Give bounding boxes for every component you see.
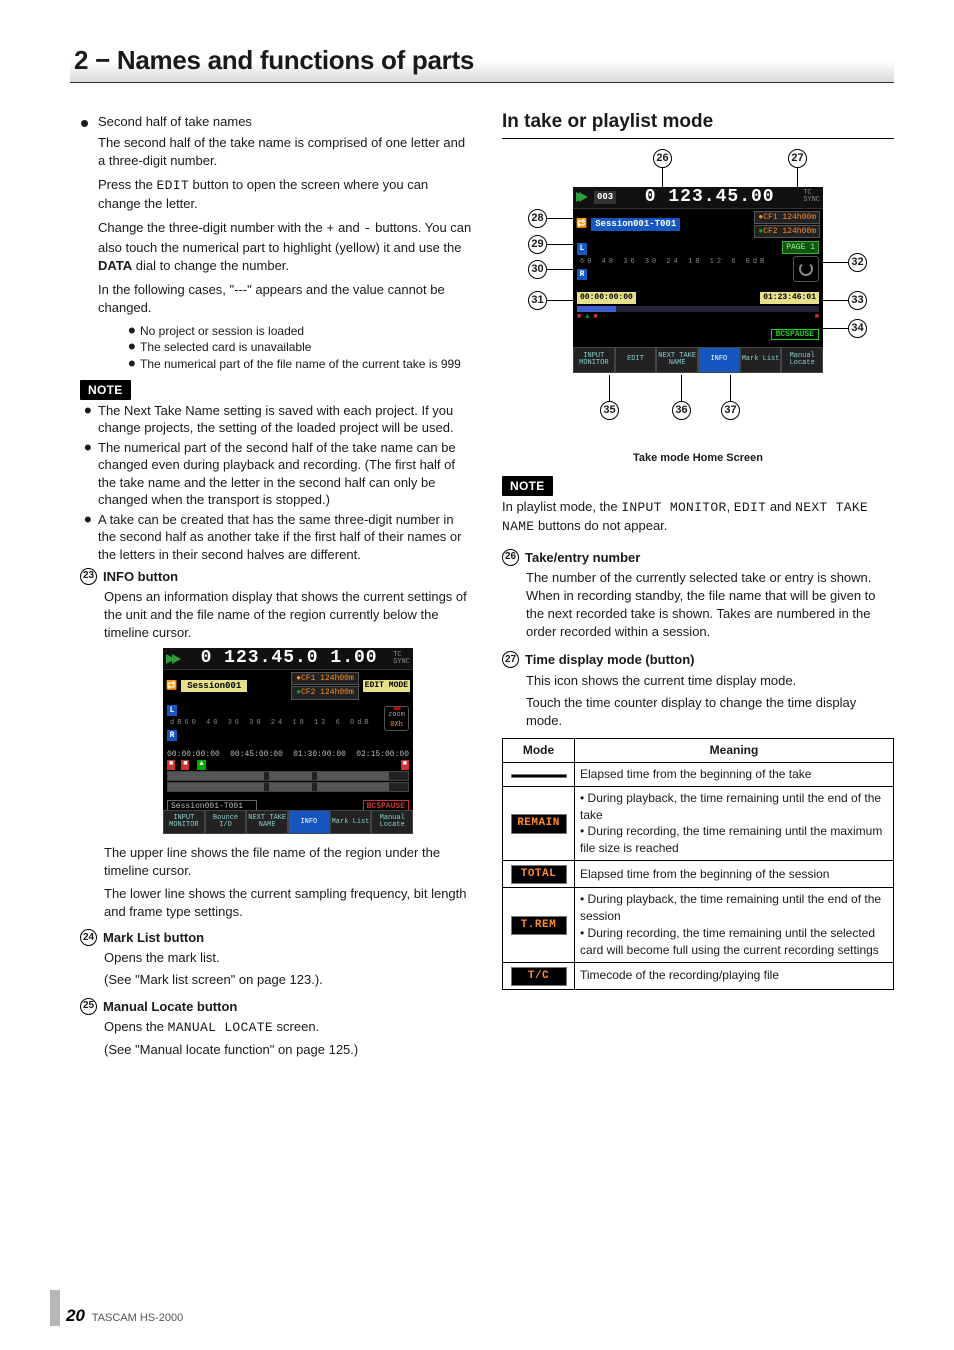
chapter-title: 2 − Names and functions of parts — [70, 42, 894, 78]
mode-table: Mode Meaning Elapsed time from the begin… — [502, 738, 894, 990]
second-half-title: Second half of take names — [98, 113, 472, 131]
right-column: In take or playlist mode 26 27 28 29 30 … — [502, 109, 894, 1067]
para: Opens an information display that shows … — [104, 588, 472, 643]
para: The second half of the take name is comp… — [98, 134, 472, 170]
page-footer: 20 TASCAM HS-2000 — [66, 1304, 183, 1328]
item-number: 23 — [80, 568, 97, 585]
section-heading: In take or playlist mode — [502, 109, 894, 139]
para: The upper line shows the file name of th… — [104, 844, 472, 880]
para: The lower line shows the current samplin… — [104, 885, 472, 921]
note-list: The Next Take Name setting is saved with… — [80, 402, 472, 564]
item-26-heading: 26 Take/entry number — [502, 549, 894, 567]
para: Press the EDIT button to open the screen… — [98, 176, 472, 213]
item-24-heading: 24 Mark List button — [80, 929, 472, 947]
margin-bar — [50, 1290, 60, 1326]
left-column: • Second half of take names The second h… — [70, 109, 472, 1067]
sub-bullet-list: No project or session is loaded The sele… — [98, 323, 472, 372]
para: In the following cases, "---" appears an… — [98, 281, 472, 317]
item-25-heading: 25 Manual Locate button — [80, 998, 472, 1016]
btn-ref-edit: EDIT — [157, 178, 189, 193]
note-text: In playlist mode, the INPUT MONITOR, EDI… — [502, 498, 894, 536]
figure-caption: Take mode Home Screen — [502, 451, 894, 466]
note-label: NOTE — [502, 476, 553, 496]
rec-icon: zoom0Xh — [384, 706, 409, 731]
table-row: REMAIN • During playback, the time remai… — [503, 786, 894, 860]
item-23-heading: 23 INFO button — [80, 568, 472, 586]
table-row: Elapsed time from the beginning of the t… — [503, 763, 894, 787]
bullet-dot: • — [80, 113, 98, 131]
lcd-small-buttons: INPUT MONITOR Bounce I/O NEXT TAKE NAME … — [163, 810, 413, 834]
para: Change the three-digit number with the +… — [98, 219, 472, 275]
lcd-big-figure-wrap: 26 27 28 29 30 31 32 33 34 35 36 37 — [508, 147, 888, 447]
note-label: NOTE — [80, 380, 131, 400]
table-row: TOTAL Elapsed time from the beginning of… — [503, 861, 894, 888]
lcd-big-figure: 003 0 123.45.00 TCSYNC 🔁 Session001-T001… — [573, 187, 823, 373]
lcd-small-figure: 0 123.45.0 1.00 TCSYNC 🔁 Session001 ●CF1… — [163, 648, 413, 834]
table-row: T/C Timecode of the recording/playing fi… — [503, 962, 894, 989]
item-27-heading: 27 Time display mode (button) — [502, 651, 894, 669]
table-row: T.REM • During playback, the time remain… — [503, 888, 894, 962]
